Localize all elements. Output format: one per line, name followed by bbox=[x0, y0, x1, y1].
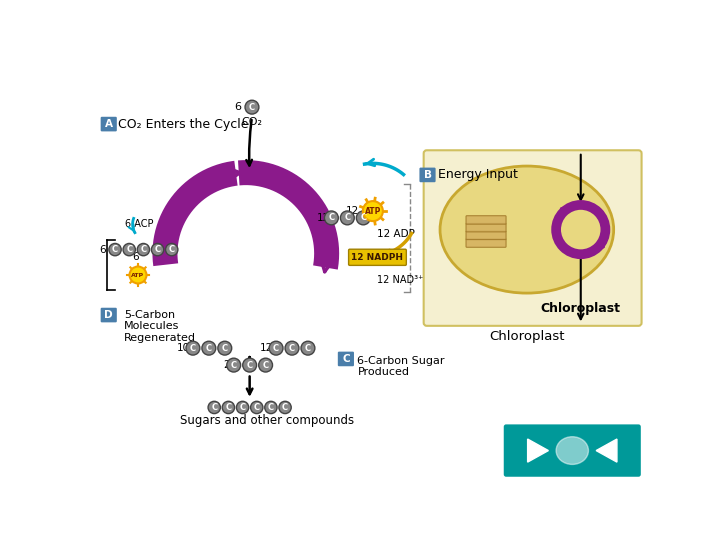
FancyBboxPatch shape bbox=[348, 249, 406, 265]
Text: C: C bbox=[246, 361, 253, 369]
Circle shape bbox=[325, 211, 338, 225]
Circle shape bbox=[243, 358, 256, 372]
Text: C: C bbox=[206, 343, 212, 353]
Circle shape bbox=[285, 341, 299, 355]
Text: C: C bbox=[273, 343, 279, 353]
Text: C: C bbox=[211, 403, 217, 412]
Circle shape bbox=[166, 244, 178, 256]
Text: C: C bbox=[282, 403, 288, 412]
Text: 10: 10 bbox=[177, 343, 190, 353]
Circle shape bbox=[222, 401, 235, 414]
Text: 12 NADPH: 12 NADPH bbox=[351, 253, 403, 262]
Text: 6 ACP: 6 ACP bbox=[125, 219, 153, 229]
FancyBboxPatch shape bbox=[338, 352, 354, 366]
Text: CO₂ Enters the Cycle: CO₂ Enters the Cycle bbox=[118, 118, 248, 131]
Text: 6: 6 bbox=[99, 245, 106, 254]
Circle shape bbox=[208, 401, 220, 414]
FancyBboxPatch shape bbox=[101, 308, 117, 322]
Circle shape bbox=[363, 201, 383, 221]
Text: 6-Carbon Sugar
Produced: 6-Carbon Sugar Produced bbox=[357, 356, 445, 377]
FancyBboxPatch shape bbox=[420, 167, 436, 182]
Text: C: C bbox=[268, 403, 274, 412]
Circle shape bbox=[236, 401, 248, 414]
Text: 2: 2 bbox=[223, 360, 230, 370]
Circle shape bbox=[227, 358, 240, 372]
Text: C: C bbox=[190, 343, 196, 353]
Circle shape bbox=[341, 211, 354, 225]
Text: A: A bbox=[104, 119, 113, 129]
Circle shape bbox=[151, 244, 163, 256]
Circle shape bbox=[218, 341, 232, 355]
Text: 6: 6 bbox=[234, 102, 241, 112]
FancyBboxPatch shape bbox=[466, 224, 506, 232]
Text: C: C bbox=[168, 245, 175, 254]
Ellipse shape bbox=[440, 166, 613, 293]
Circle shape bbox=[130, 267, 146, 284]
Circle shape bbox=[301, 341, 315, 355]
Text: C: C bbox=[263, 361, 269, 369]
Text: CO₂: CO₂ bbox=[241, 117, 263, 127]
Text: C: C bbox=[289, 343, 295, 353]
Circle shape bbox=[265, 401, 277, 414]
Text: C: C bbox=[222, 343, 228, 353]
Text: C: C bbox=[230, 361, 237, 369]
FancyBboxPatch shape bbox=[423, 150, 642, 326]
Text: Chloroplast: Chloroplast bbox=[489, 330, 564, 343]
Text: 5-Carbon
Molecules
Regenerated: 5-Carbon Molecules Regenerated bbox=[124, 309, 196, 343]
Circle shape bbox=[356, 211, 370, 225]
Text: 12 ADP: 12 ADP bbox=[377, 229, 415, 239]
Text: 12: 12 bbox=[316, 213, 330, 223]
Text: Sugars and other compounds: Sugars and other compounds bbox=[180, 414, 354, 427]
Circle shape bbox=[186, 341, 200, 355]
Text: 12 NAD³⁺: 12 NAD³⁺ bbox=[377, 275, 423, 286]
Text: C: C bbox=[126, 245, 132, 254]
Polygon shape bbox=[596, 439, 617, 462]
Text: ATP: ATP bbox=[364, 207, 381, 215]
Circle shape bbox=[109, 244, 121, 256]
Ellipse shape bbox=[556, 437, 588, 464]
Text: C: C bbox=[344, 213, 351, 222]
FancyBboxPatch shape bbox=[101, 117, 117, 131]
Text: C: C bbox=[140, 245, 146, 254]
Text: C: C bbox=[342, 354, 350, 364]
Text: C: C bbox=[155, 245, 161, 254]
Text: C: C bbox=[112, 245, 118, 254]
Text: 12: 12 bbox=[346, 206, 359, 216]
Text: Chloroplast: Chloroplast bbox=[541, 302, 621, 315]
Text: C: C bbox=[360, 213, 366, 222]
Circle shape bbox=[245, 100, 259, 114]
Text: C: C bbox=[240, 403, 246, 412]
Text: 6: 6 bbox=[132, 252, 139, 262]
Polygon shape bbox=[528, 439, 549, 462]
Text: C: C bbox=[249, 103, 255, 112]
Circle shape bbox=[258, 358, 272, 372]
FancyBboxPatch shape bbox=[466, 215, 506, 224]
Circle shape bbox=[123, 244, 135, 256]
Circle shape bbox=[269, 341, 283, 355]
FancyBboxPatch shape bbox=[466, 239, 506, 247]
Text: C: C bbox=[328, 213, 335, 222]
Text: C: C bbox=[253, 403, 260, 412]
Circle shape bbox=[138, 244, 150, 256]
Text: C: C bbox=[225, 403, 231, 412]
Circle shape bbox=[279, 401, 291, 414]
Text: ATP: ATP bbox=[132, 273, 145, 278]
Text: B: B bbox=[423, 170, 431, 180]
Circle shape bbox=[251, 401, 263, 414]
Text: C: C bbox=[305, 343, 311, 353]
Text: 12: 12 bbox=[259, 343, 273, 353]
Text: D: D bbox=[104, 310, 113, 320]
Text: Energy Input: Energy Input bbox=[438, 168, 518, 181]
Circle shape bbox=[202, 341, 216, 355]
FancyBboxPatch shape bbox=[466, 231, 506, 240]
FancyBboxPatch shape bbox=[504, 424, 641, 477]
